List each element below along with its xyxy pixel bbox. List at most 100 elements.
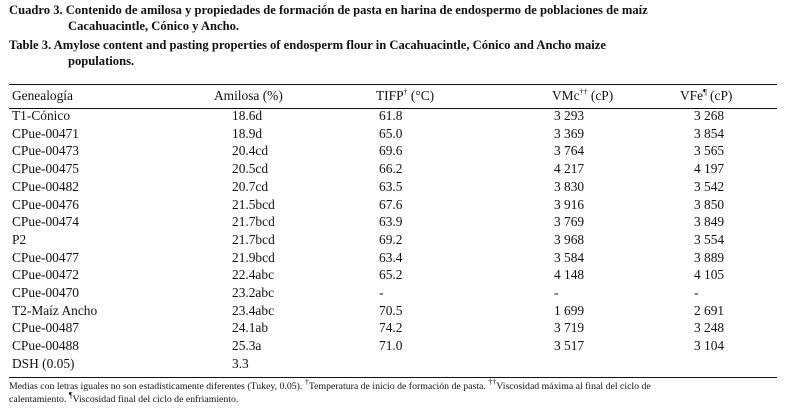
- caption-spanish-line1: Cuadro 3. Contenido de amilosa y propied…: [9, 3, 648, 17]
- table-row: CPue-00470 23.2abc - - -: [9, 284, 777, 302]
- cell-tifp: 65.0: [379, 125, 403, 141]
- cell-tifp: 69.2: [379, 231, 403, 247]
- header-vfe-unit: (cP): [706, 88, 733, 103]
- cell-genealogia: T2-Maíz Ancho: [12, 302, 98, 318]
- cell-amilosa: 20.4cd: [232, 143, 269, 159]
- cell-vmc: 3 769: [554, 214, 585, 230]
- cell-genealogia: CPue-00472: [12, 267, 79, 283]
- table-row: P2 21.7bcd 69.2 3 968 3 554: [9, 231, 777, 249]
- cell-vmc: 3 517: [554, 338, 585, 354]
- cell-vmc: 3 830: [554, 178, 585, 194]
- cell-vmc: 4 217: [554, 161, 585, 177]
- header-vmc: VMc†† (cP): [470, 85, 655, 107]
- cell-vfe: 3 565: [694, 143, 725, 159]
- cell-genealogia: CPue-00475: [12, 161, 79, 177]
- cell-vfe: 4 105: [694, 267, 725, 283]
- cell-tifp: 63.5: [379, 178, 403, 194]
- cell-amilosa: 23.4abc: [232, 302, 275, 318]
- header-vmc-label: VMc: [552, 88, 580, 103]
- cell-vfe: [655, 355, 777, 373]
- table-row: CPue-00471 18.9d 65.0 3 369 3 854: [9, 125, 777, 143]
- cell-vfe: -: [694, 285, 699, 301]
- cell-vfe: 3 542: [694, 178, 725, 194]
- cell-genealogia: CPue-00476: [12, 196, 79, 212]
- footnote-text-c: Viscosidad máxima al final del ciclo de: [496, 381, 651, 392]
- footnote-line1: Medias con letras iguales no son estadís…: [9, 377, 651, 393]
- table-row: CPue-00476 21.5bcd 67.6 3 916 3 850: [9, 196, 777, 214]
- table-body: T1-Cónico 18.6d 61.8 3 293 3 268 CPue-00471 18…: [9, 107, 777, 373]
- table-row: T2-Maíz Ancho 23.4abc 70.5 1 699 2 691: [9, 302, 777, 320]
- cell-vfe: 3 104: [694, 338, 725, 354]
- cell-vmc: 3 293: [554, 108, 585, 123]
- footnote-text-b: Temperatura de inicio de formación de pa…: [308, 381, 489, 392]
- cell-amilosa: 21.7bcd: [232, 231, 275, 247]
- caption-english-line1: Table 3. Amylose content and pasting pro…: [9, 38, 606, 52]
- cell-genealogia: CPue-00470: [12, 285, 79, 301]
- cell-genealogia: CPue-00473: [12, 143, 79, 159]
- cell-vmc: -: [554, 285, 559, 301]
- footnote-sup-double-dagger: ††: [488, 377, 497, 387]
- cell-vfe: 3 849: [694, 214, 725, 230]
- header-vmc-sup: ††: [579, 87, 588, 97]
- caption-spanish-line2: Cacahuacintle, Cónico y Ancho.: [68, 19, 240, 33]
- header-tifp-label: TIFP: [376, 88, 404, 103]
- cell-amilosa: 18.9d: [232, 125, 263, 141]
- table-row: CPue-00488 25.3a 71.0 3 517 3 104: [9, 337, 777, 355]
- cell-vfe: 3 554: [694, 231, 725, 247]
- header-genealogia: Genealogía: [12, 88, 73, 103]
- cell-tifp: -: [379, 285, 384, 301]
- table-row: DSH (0.05) 3.3: [9, 355, 777, 373]
- cell-amilosa: 23.2abc: [232, 285, 275, 301]
- cell-genealogia: CPue-00471: [12, 125, 79, 141]
- cell-amilosa: 24.1ab: [232, 320, 269, 336]
- cell-amilosa: 21.9bcd: [232, 249, 275, 265]
- cell-genealogia: CPue-00488: [12, 338, 79, 354]
- cell-tifp: 66.2: [379, 161, 403, 177]
- cell-tifp: 70.5: [379, 302, 403, 318]
- cell-vmc: 3 916: [554, 196, 585, 212]
- cell-amilosa: 21.5bcd: [232, 196, 275, 212]
- cell-tifp: 65.2: [379, 267, 403, 283]
- table-row: CPue-00475 20.5cd 66.2 4 217 4 197: [9, 160, 777, 178]
- table-row: CPue-00477 21.9bcd 63.4 3 584 3 889: [9, 249, 777, 267]
- cell-vmc: [470, 355, 655, 373]
- footnote-line2: calentamiento. ¶Viscosidad final del cic…: [9, 391, 238, 406]
- cell-tifp: 71.0: [379, 338, 403, 354]
- header-vfe-label: VFe: [680, 88, 704, 103]
- table-row: CPue-00487 24.1ab 74.2 3 719 3 248: [9, 319, 777, 337]
- cell-amilosa: 20.5cd: [232, 161, 269, 177]
- header-tifp-sup: †: [403, 87, 408, 97]
- cell-amilosa: 25.3a: [232, 338, 262, 354]
- footnote-text-a: Medias con letras iguales no son estadís…: [9, 381, 305, 392]
- cell-genealogia: CPue-00482: [12, 178, 79, 194]
- cell-genealogia: CPue-00474: [12, 214, 79, 230]
- cell-amilosa: 22.4abc: [232, 267, 275, 283]
- cell-amilosa: 20.7cd: [232, 178, 269, 194]
- caption-english-line2: populations.: [68, 54, 135, 68]
- table-row: CPue-00472 22.4abc 65.2 4 148 4 105: [9, 266, 777, 284]
- cell-tifp: [330, 355, 470, 373]
- cell-tifp: 69.6: [379, 143, 403, 159]
- cell-vmc: 3 764: [554, 143, 585, 159]
- cell-vfe: 2 691: [694, 302, 725, 318]
- cell-vmc: 3 369: [554, 125, 585, 141]
- table-header-row: Genealogía Amilosa (%) TIFP† (°C) VMc†† …: [9, 85, 777, 107]
- cell-vmc: 3 584: [554, 249, 585, 265]
- header-vmc-unit: (cP): [587, 88, 614, 103]
- footnote-text-d: calentamiento.: [9, 394, 69, 405]
- cell-amilosa: 3.3: [232, 355, 249, 371]
- cell-amilosa: 18.6d: [232, 108, 263, 123]
- table-row: T1-Cónico 18.6d 61.8 3 293 3 268: [9, 107, 777, 125]
- cell-vmc: 1 699: [554, 302, 585, 318]
- cell-vmc: 3 719: [554, 320, 585, 336]
- table-top-rule: [9, 84, 777, 85]
- cell-amilosa: 21.7bcd: [232, 214, 275, 230]
- cell-genealogia: CPue-00487: [12, 320, 79, 336]
- cell-vmc: 3 968: [554, 231, 585, 247]
- cell-tifp: 63.9: [379, 214, 403, 230]
- header-vfe-sup: ¶: [703, 87, 707, 97]
- cell-genealogia: T1-Cónico: [12, 108, 71, 123]
- cell-vfe: 3 850: [694, 196, 725, 212]
- cell-tifp: 74.2: [379, 320, 403, 336]
- cell-tifp: 63.4: [379, 249, 403, 265]
